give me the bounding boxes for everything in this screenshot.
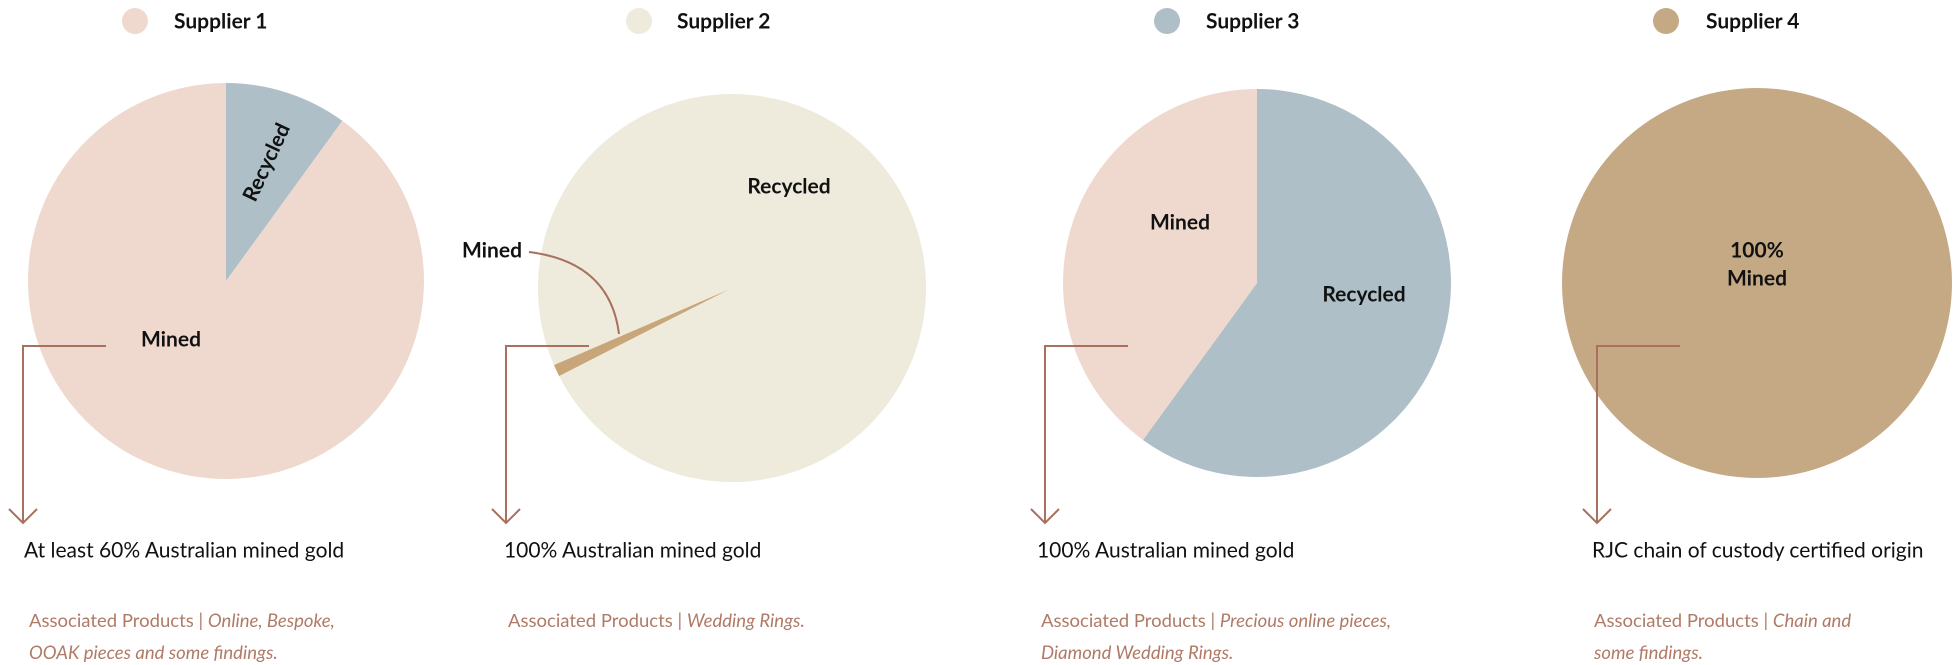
slice-label: Mined	[1150, 209, 1210, 234]
products-text: Precious online pieces,	[1220, 609, 1391, 631]
slice-label: Mined	[462, 237, 522, 262]
callout-arrow	[1030, 345, 1128, 525]
legend-label: Supplier 1	[174, 8, 267, 33]
products-text: Online, Bespoke,	[208, 609, 335, 631]
legend-label: Supplier 3	[1206, 8, 1299, 33]
callout-arrow	[8, 345, 106, 525]
callout-arrow	[491, 345, 589, 525]
pie-slice	[27, 83, 424, 479]
products-label: Associated Products |	[508, 609, 682, 631]
pie-slice	[1063, 89, 1257, 440]
caption: 100% Australian mined gold	[1037, 537, 1294, 562]
legend-label: Supplier 2	[677, 8, 770, 33]
legend-label: Supplier 4	[1706, 8, 1799, 33]
products-text: some findings.	[1593, 641, 1703, 663]
legend-swatch	[1653, 8, 1679, 34]
products-label: Associated Products |	[29, 609, 203, 631]
associated-products: Associated Products | Chain and	[1594, 609, 1851, 631]
products-label: Associated Products |	[1041, 609, 1215, 631]
pie-slice	[1562, 88, 1952, 478]
associated-products: Associated Products | Precious online pi…	[1041, 609, 1391, 631]
caption: At least 60% Australian mined gold	[24, 537, 344, 562]
associated-products: Associated Products | Wedding Rings.	[508, 609, 805, 631]
slice-label: Recycled	[747, 173, 830, 198]
associated-products: some findings.	[1593, 641, 1703, 663]
pie-slice	[226, 83, 343, 281]
legend-swatch	[1154, 8, 1180, 34]
slice-value-label: 100%	[1730, 237, 1784, 262]
slice-label: Recycled	[1322, 281, 1405, 306]
associated-products: Diamond Wedding Rings.	[1041, 641, 1233, 663]
legend-swatch	[626, 8, 652, 34]
products-text: Chain and	[1773, 609, 1851, 631]
products-text: Wedding Rings.	[687, 609, 805, 631]
slice-label: Mined	[1727, 265, 1787, 290]
caption: RJC chain of custody certified origin	[1592, 537, 1923, 562]
leader-line	[528, 251, 620, 335]
legend-swatch	[122, 8, 148, 34]
associated-products: Associated Products | Online, Bespoke,	[29, 609, 335, 631]
caption: 100% Australian mined gold	[504, 537, 761, 562]
products-text: OOAK pieces and some findings.	[29, 641, 278, 663]
pie-slice	[553, 288, 732, 377]
pie-slice	[538, 94, 927, 483]
callout-arrow	[1582, 345, 1680, 525]
products-text: Diamond Wedding Rings.	[1041, 641, 1233, 663]
products-label: Associated Products |	[1594, 609, 1768, 631]
slice-label: Mined	[141, 326, 201, 351]
associated-products: OOAK pieces and some findings.	[29, 641, 278, 663]
pie-slice	[1142, 89, 1452, 478]
